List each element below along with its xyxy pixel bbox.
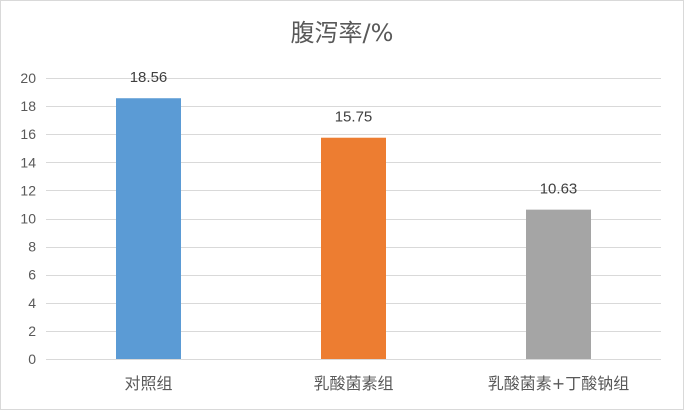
y-tick-label: 6	[28, 267, 36, 283]
y-tick-label: 14	[20, 154, 36, 170]
data-label: 15.75	[335, 109, 373, 126]
y-tick-label: 4	[28, 295, 36, 311]
y-tick-label: 10	[20, 211, 36, 227]
data-label: 10.63	[540, 181, 578, 198]
x-category-label: 对照组	[124, 374, 172, 393]
y-tick-label: 2	[28, 323, 36, 339]
x-axis-categories: 对照组 乳酸菌素组 乳酸菌素+丁酸钠组	[124, 374, 629, 393]
x-category-label: 乳酸菌素组	[313, 374, 393, 393]
y-tick-label: 12	[20, 182, 36, 198]
data-labels: 18.56 15.75 10.63	[130, 69, 578, 197]
bar	[526, 209, 591, 359]
y-axis-ticks: 0 2 4 6 8 10 12 14 16 18 20	[20, 70, 36, 367]
y-tick-label: 20	[20, 70, 36, 86]
bar	[116, 98, 181, 360]
y-tick-label: 18	[20, 98, 36, 114]
y-tick-label: 16	[20, 126, 36, 142]
y-tick-label: 8	[28, 239, 36, 255]
bar	[321, 137, 386, 359]
chart-title: 腹泻率/%	[291, 19, 394, 47]
y-tick-label: 0	[28, 351, 36, 367]
bars	[116, 98, 591, 360]
x-category-label: 乳酸菌素+丁酸钠组	[488, 374, 629, 393]
data-label: 18.56	[130, 69, 168, 86]
